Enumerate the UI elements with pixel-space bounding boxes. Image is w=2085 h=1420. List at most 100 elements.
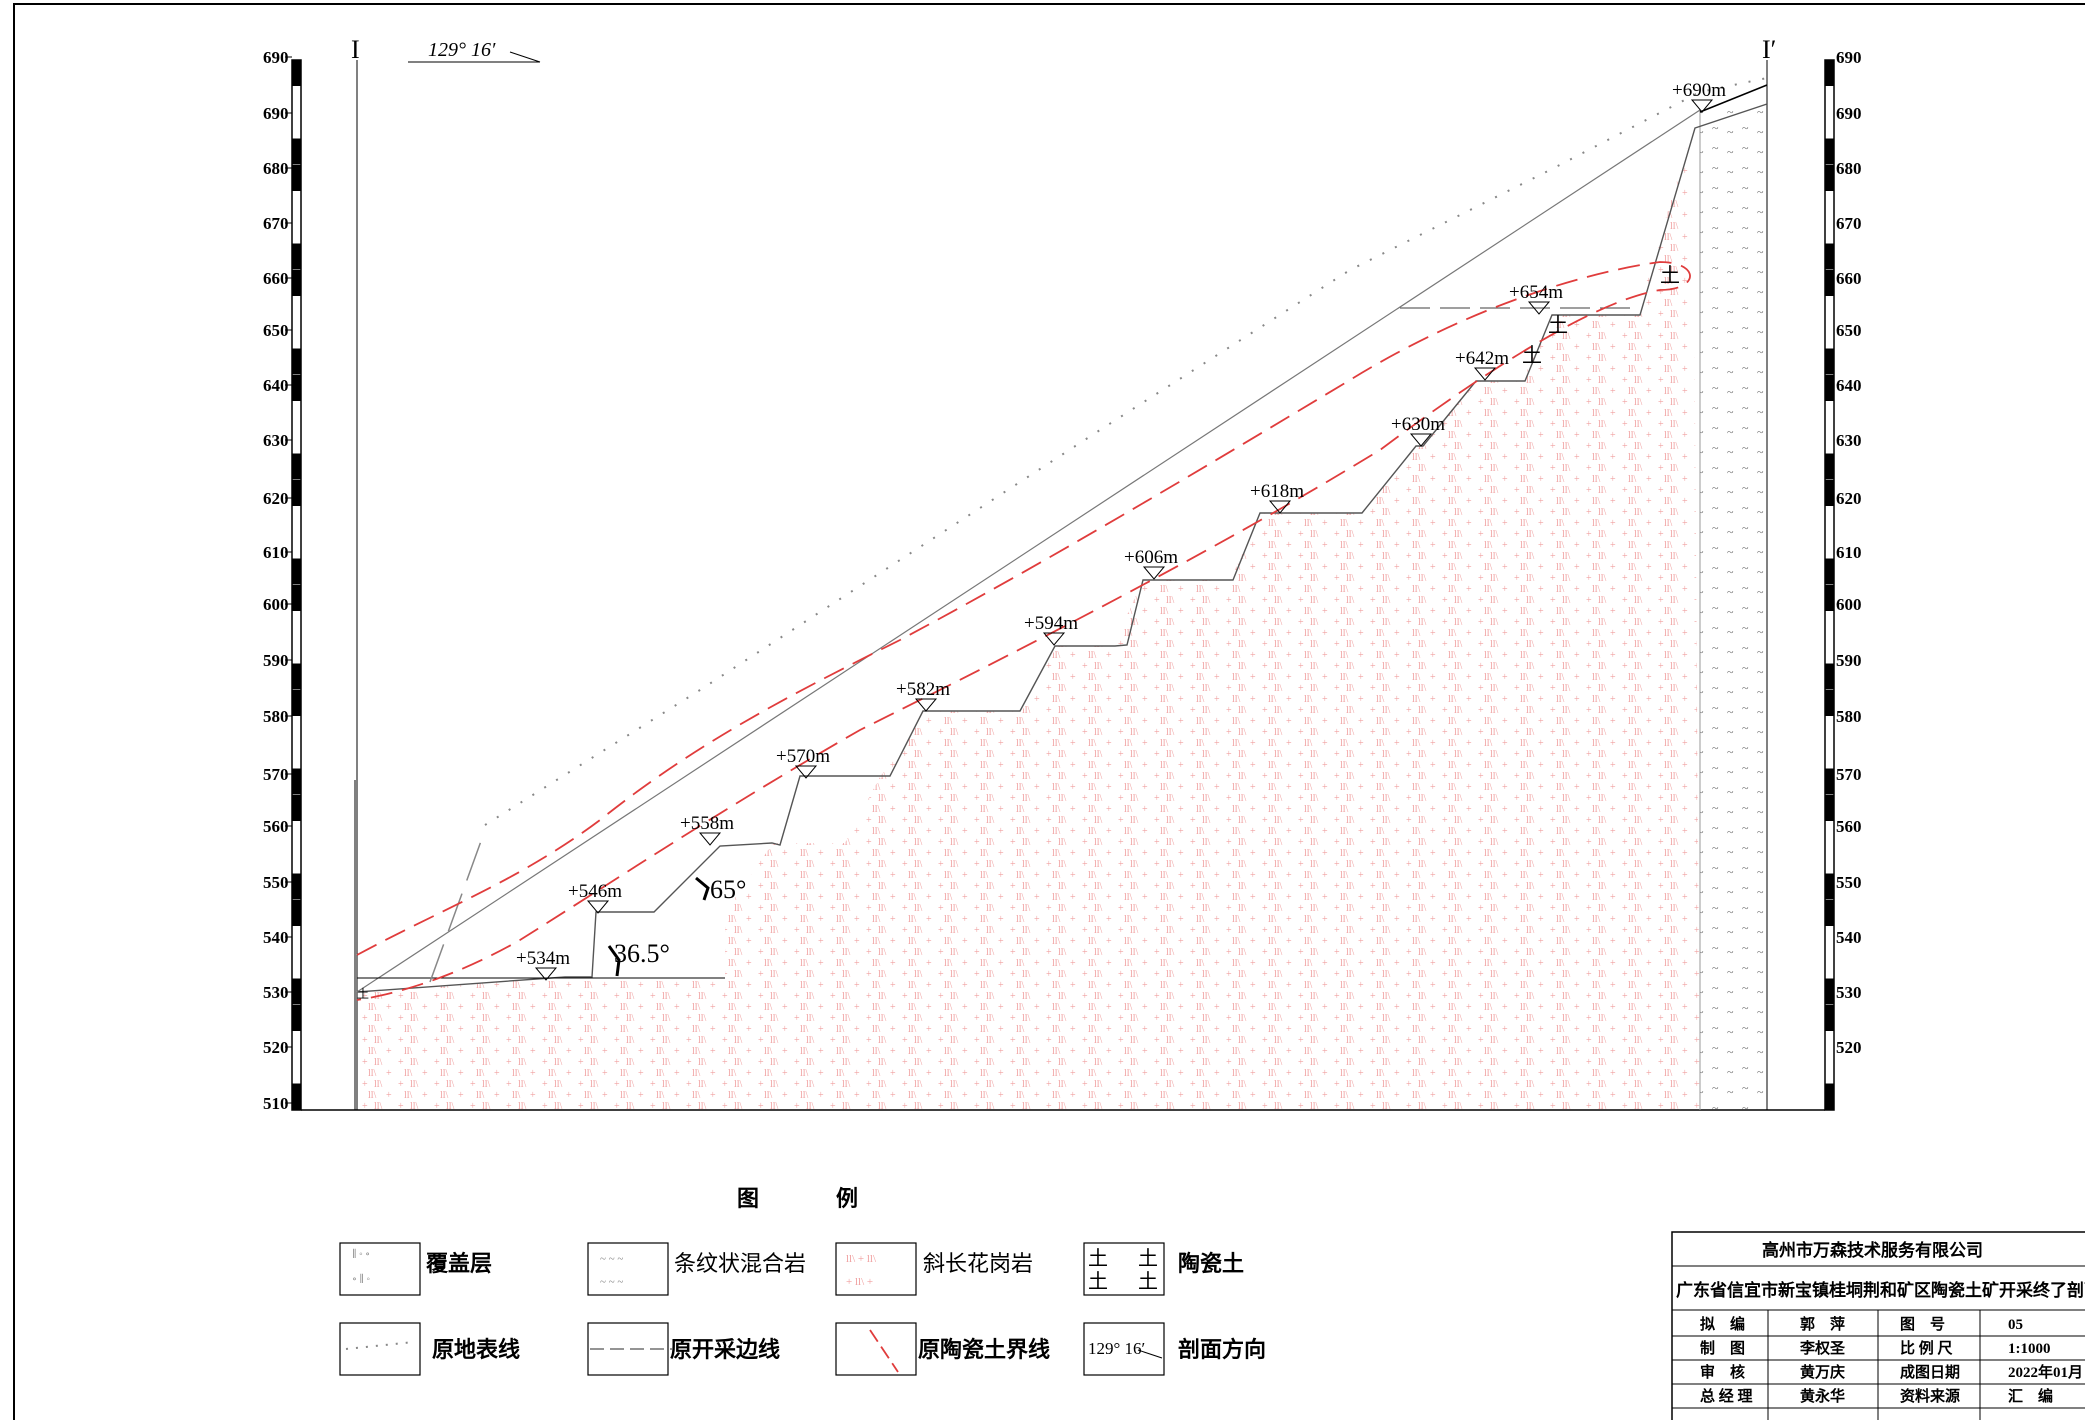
scale-block bbox=[292, 1005, 301, 1031]
scale-block bbox=[1825, 558, 1834, 585]
title-block-cell: 审 核 bbox=[1700, 1363, 1745, 1381]
legend-label: 覆盖层 bbox=[425, 1251, 492, 1276]
scale-block bbox=[292, 1083, 301, 1110]
scale-block bbox=[1825, 795, 1834, 821]
scale-block bbox=[292, 663, 301, 690]
scale-block bbox=[292, 873, 301, 900]
elevation-label: 560 bbox=[263, 817, 289, 836]
elevation-label: 670 bbox=[1836, 214, 1862, 233]
bench-elevation-label: +690m bbox=[1672, 80, 1726, 113]
scale-block bbox=[1825, 480, 1834, 506]
svg-text:36.5°: 36.5° bbox=[614, 939, 670, 968]
scale-block bbox=[1825, 375, 1834, 401]
title-block-cell: 黄万庆 bbox=[1800, 1363, 1845, 1381]
legend-label: 原地表线 bbox=[432, 1337, 520, 1362]
elevation-label: 530 bbox=[263, 983, 289, 1002]
title-block: 高州市万森技术服务有限公司 广东省信宜市新宝镇桂垌荆和矿区陶瓷土矿开采终了剖面 … bbox=[1671, 1231, 2085, 1420]
title-block-cell: 2022年01月 bbox=[2008, 1363, 2083, 1381]
scale-block bbox=[1825, 873, 1834, 900]
scale-block bbox=[1825, 1083, 1834, 1110]
elevation-label: 510 bbox=[263, 1094, 289, 1113]
title-block-cell: 图 号 bbox=[1900, 1316, 1945, 1333]
bench-elevation-label: +534m bbox=[516, 948, 570, 981]
svg-text:+690m: +690m bbox=[1672, 80, 1726, 101]
svg-text:+606m: +606m bbox=[1124, 547, 1178, 568]
section-marker-left: I bbox=[351, 35, 360, 64]
elevation-label: 690 bbox=[1836, 48, 1862, 67]
svg-text:土: 土 bbox=[1138, 1247, 1158, 1270]
scale-block bbox=[292, 480, 301, 506]
scale-block bbox=[1825, 978, 1834, 1005]
svg-text:+558m: +558m bbox=[680, 813, 734, 834]
scale-block bbox=[1825, 165, 1834, 191]
elevation-label: 690 bbox=[1836, 104, 1862, 123]
svg-text:129° 16′: 129° 16′ bbox=[428, 39, 496, 61]
original-clay-boundary-icon bbox=[835, 1322, 917, 1376]
clay-symbol: 土 bbox=[1660, 264, 1680, 287]
svg-text:∘ ∥ ◦: ∘ ∥ ◦ bbox=[352, 1273, 370, 1285]
legend: 图 例 ∥ ◦ ∘ ∘ ∥ ◦ 覆盖层 ~ ~ ~ ~ ~ ~ 条纹状混合岩 l… bbox=[339, 1186, 1266, 1376]
elevation-label: 620 bbox=[263, 489, 289, 508]
elevation-label: 540 bbox=[1836, 928, 1862, 947]
elevation-label: 600 bbox=[1836, 595, 1862, 614]
scale-block bbox=[292, 60, 301, 86]
left-elevation-scale: 690 690 680 670 660 650 640 630 620 610 600 590 580 5… bbox=[263, 48, 302, 1113]
title-block-cell: 李权圣 bbox=[1799, 1339, 1846, 1357]
svg-text:129° 16′: 129° 16′ bbox=[1088, 1339, 1145, 1358]
elevation-label: 680 bbox=[1836, 159, 1862, 178]
elevation-label: 550 bbox=[1836, 873, 1862, 892]
elevation-label: 520 bbox=[263, 1038, 289, 1057]
scale-block bbox=[292, 375, 301, 401]
bench-elevation-label: +546m bbox=[568, 881, 622, 914]
scale-block bbox=[1825, 768, 1834, 795]
legend-title-left: 图 bbox=[737, 1186, 759, 1211]
svg-text:土: 土 bbox=[1088, 1247, 1108, 1270]
scale-block bbox=[292, 453, 301, 480]
svg-text:~ ~ ~: ~ ~ ~ bbox=[600, 1253, 623, 1265]
elevation-label: 640 bbox=[1836, 376, 1862, 395]
scale-block bbox=[292, 768, 301, 795]
scale-block bbox=[1825, 453, 1834, 480]
scale-block bbox=[1825, 585, 1834, 611]
title-block-cell: 汇 编 bbox=[2008, 1387, 2053, 1405]
svg-text:+654m: +654m bbox=[1509, 282, 1563, 303]
svg-text:+642m: +642m bbox=[1455, 348, 1509, 369]
sheet-border bbox=[13, 3, 2085, 1420]
elevation-label: 520 bbox=[1836, 1038, 1862, 1057]
scale-block bbox=[292, 165, 301, 191]
elevation-label: 680 bbox=[263, 159, 289, 178]
scale-block bbox=[292, 270, 301, 296]
original-surface-line-icon bbox=[339, 1322, 421, 1376]
elevation-label: 610 bbox=[263, 543, 289, 562]
drawing-title: 广东省信宜市新宝镇桂垌荆和矿区陶瓷土矿开采终了剖面 bbox=[1676, 1280, 2085, 1300]
scale-block bbox=[292, 795, 301, 821]
scale-block bbox=[292, 558, 301, 585]
scale-block bbox=[292, 690, 301, 716]
svg-text:+594m: +594m bbox=[1024, 613, 1078, 634]
scale-block bbox=[1825, 138, 1834, 165]
legend-label: 陶瓷土 bbox=[1178, 1251, 1244, 1276]
original-mining-boundary bbox=[429, 829, 486, 983]
bench-elevation-label: +582m bbox=[896, 679, 950, 712]
svg-text:+582m: +582m bbox=[896, 679, 950, 700]
title-block-cell: 制 图 bbox=[1700, 1339, 1745, 1357]
elevation-label: 660 bbox=[1836, 269, 1862, 288]
overall-slope-line bbox=[356, 109, 1701, 993]
migmatite-strip bbox=[1700, 110, 1766, 1110]
legend-label: 原开采边线 bbox=[670, 1337, 780, 1362]
clay-symbol: 土 bbox=[1548, 314, 1568, 337]
elevation-label: 560 bbox=[1836, 817, 1862, 836]
elevation-label: 590 bbox=[1836, 651, 1862, 670]
title-block-cell: 成图日期 bbox=[1900, 1363, 1960, 1381]
bench-elevation-label: +594m bbox=[1024, 613, 1078, 646]
elevation-label: 570 bbox=[1836, 765, 1862, 784]
scale-block bbox=[1825, 243, 1834, 270]
svg-text:+618m: +618m bbox=[1250, 481, 1304, 502]
clay-symbol: 土 bbox=[357, 987, 369, 1001]
title-block-cell: 黄永华 bbox=[1800, 1387, 1845, 1405]
svg-text:ll\ + ll\: ll\ + ll\ bbox=[846, 1253, 877, 1265]
scale-block bbox=[1825, 348, 1834, 375]
elevation-label: 600 bbox=[263, 595, 289, 614]
original-clay-boundary bbox=[356, 261, 1691, 1001]
